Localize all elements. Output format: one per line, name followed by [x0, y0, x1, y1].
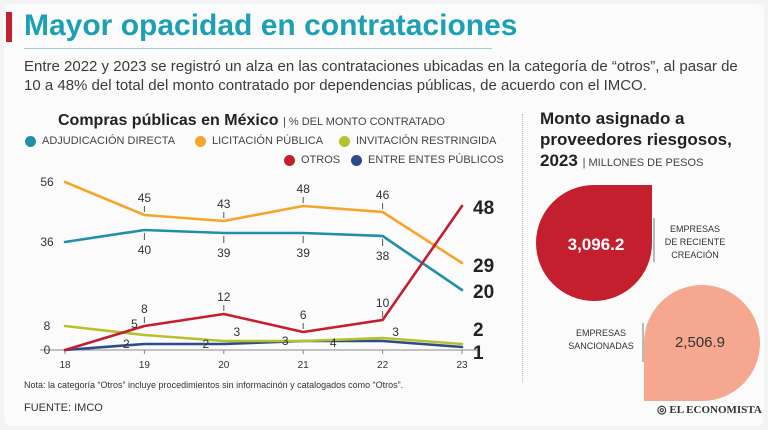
series-line-0: [63, 228, 464, 292]
pie-label-reciente: DE RECIENTE: [665, 237, 726, 247]
data-label: 36: [40, 235, 54, 249]
data-label: 40: [138, 243, 152, 257]
title-accent-bar: [6, 12, 12, 42]
legend-label-entre-entes: ENTRE ENTES PÚBLICOS: [368, 154, 504, 166]
pie-slice-sancionadas: [644, 285, 760, 401]
pie-value-sancionadas: 2,506.9: [675, 334, 725, 351]
data-label: 6: [300, 308, 307, 322]
data-label: 56: [40, 175, 54, 189]
legend-dot-otros: [284, 154, 295, 166]
legend-label-adjudicacion: ADJUDICACIÓN DIRECTA: [42, 135, 176, 147]
x-tick-label: 21: [298, 360, 310, 371]
legend-label-otros: OTROS: [301, 154, 341, 166]
data-label: 10: [376, 296, 390, 310]
data-label: 8: [44, 319, 51, 333]
line-chart-subtitle: | % DEL MONTO CONTRATADO: [282, 116, 445, 128]
legend-label-licitacion: LICITACIÓN PÚBLICA: [212, 135, 324, 147]
data-label: 20: [473, 282, 494, 303]
legend-dot-adjudicacion: [25, 135, 36, 147]
data-label: 3: [233, 325, 240, 339]
data-label: 1: [473, 343, 484, 364]
pie-slice-reciente: [536, 185, 652, 301]
pie-label-reciente: EMPRESAS: [670, 224, 720, 234]
intro-text: Entre 2022 y 2023 se registró un alza en…: [24, 58, 738, 94]
series-line-3: [63, 204, 464, 352]
series-line-4: [63, 339, 464, 352]
data-label: 3: [282, 334, 289, 348]
data-label: 2: [473, 320, 484, 341]
x-tick-label: 19: [139, 360, 151, 371]
data-label: 4: [330, 336, 337, 350]
pie-label-reciente: CREACIÓN: [671, 250, 719, 260]
pie-chart-subtitle: | MILLONES DE PESOS: [582, 157, 704, 169]
data-label: 5: [131, 317, 138, 331]
source-text: FUENTE: IMCO: [24, 402, 103, 414]
pie-label-sancionadas: EMPRESAS: [576, 328, 626, 338]
data-label: 38: [376, 249, 390, 263]
series-line-1: [63, 180, 464, 265]
data-label: 3: [392, 325, 399, 339]
chart-note: Nota: la categoría “Otros” incluye proce…: [24, 380, 404, 390]
data-label: 45: [138, 191, 152, 205]
x-tick-label: 18: [59, 360, 71, 371]
legend-dot-licitacion: [195, 135, 206, 147]
legend-label-invitacion: INVITACIÓN RESTRINGIDA: [356, 135, 497, 147]
data-label: 8: [141, 302, 148, 316]
line-chart-title: Compras públicas en México | % DEL MONTO…: [58, 112, 445, 130]
brand-logo-text: EL ECONOMISTA: [669, 404, 762, 416]
line-chart-title-text: Compras públicas en México: [58, 112, 279, 129]
x-tick-label: 22: [377, 360, 389, 371]
pie-value-reciente: 3,096.2: [568, 235, 625, 254]
legend-dot-entre-entes: [351, 154, 362, 166]
pie-chart-title-text: Monto asignado a proveedores riesgosos, …: [540, 109, 732, 170]
title-underline: [24, 48, 492, 49]
data-label: 12: [217, 290, 231, 304]
data-label: 29: [473, 256, 494, 277]
data-label: 39: [297, 246, 311, 260]
pie-chart-title: Monto asignado a proveedores riesgosos, …: [540, 108, 760, 174]
brand-logo-mark: ◎: [657, 404, 670, 416]
data-label: 2: [123, 337, 130, 351]
data-label: 46: [376, 188, 390, 202]
pie-label-sancionadas: SANCIONADAS: [568, 341, 634, 351]
legend-item-adjudicacion: ADJUDICACIÓN DIRECTA: [25, 135, 175, 147]
x-tick-label: 20: [218, 360, 230, 371]
data-label: 43: [217, 197, 231, 211]
legend-item-licitacion: LICITACIÓN PÚBLICA: [195, 135, 323, 147]
data-label: 0: [44, 343, 51, 357]
data-label: 48: [473, 198, 494, 219]
series-line-2: [63, 324, 464, 346]
legend-dot-invitacion: [339, 135, 350, 147]
x-tick-label: 23: [456, 360, 468, 371]
section-divider: [522, 114, 523, 382]
data-label: 48: [297, 182, 311, 196]
data-label: 39: [217, 246, 231, 260]
legend-item-invitacion: INVITACIÓN RESTRINGIDA: [339, 135, 496, 147]
brand-logo: ◎ EL ECONOMISTA: [657, 403, 762, 416]
legend-item-entre-entes: ENTRE ENTES PÚBLICOS: [351, 154, 504, 166]
data-label: 2: [202, 337, 209, 351]
legend-item-otros: OTROS: [284, 154, 340, 166]
page-title: Mayor opacidad en contrataciones: [24, 9, 518, 42]
